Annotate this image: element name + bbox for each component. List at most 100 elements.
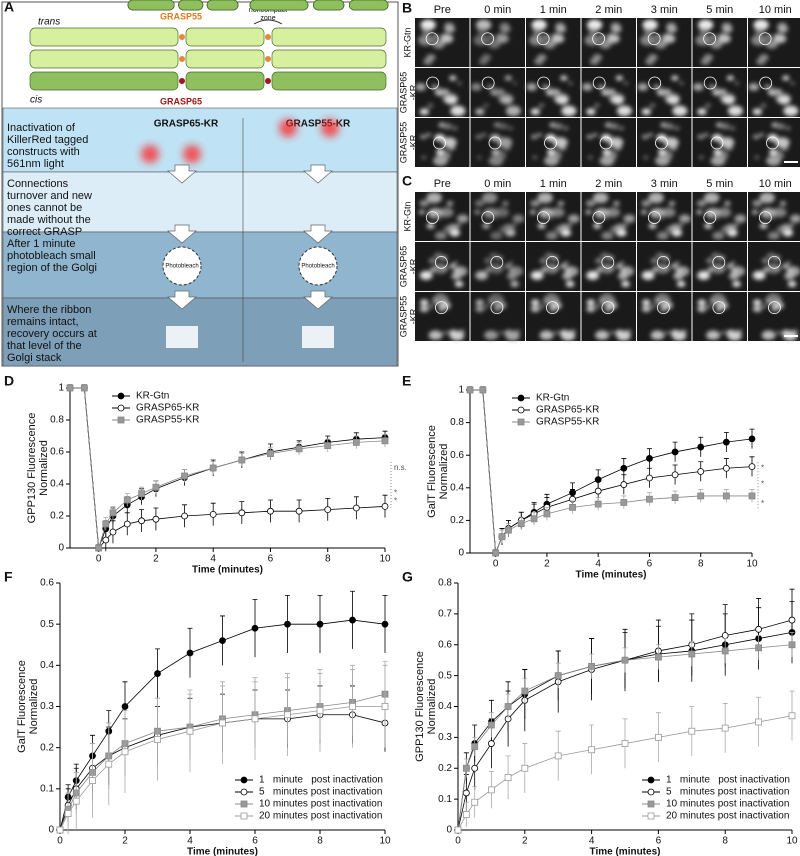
golgi-blob <box>593 223 601 229</box>
bleach-roi <box>537 76 551 90</box>
golgi-blob <box>641 134 649 140</box>
series-line <box>70 387 386 549</box>
row-label-text: GRASP55 <box>398 122 408 164</box>
bleach-roi <box>657 301 670 315</box>
y-tick-label: 0.8 <box>50 415 64 426</box>
marker <box>655 733 662 741</box>
cell-signal <box>584 19 622 65</box>
marker <box>381 502 389 510</box>
step-text: constructs with <box>7 146 80 158</box>
golgi-blob <box>581 83 593 91</box>
golgi-blob <box>697 19 714 31</box>
bleach-roi <box>655 136 668 150</box>
golgi-blob <box>484 330 498 341</box>
y-tick-label: 0.2 <box>50 511 64 522</box>
step-text: recovery occurs at <box>7 328 97 340</box>
golgi-blob <box>537 192 553 204</box>
tether <box>265 34 271 40</box>
y-tick-label: 0.6 <box>450 450 464 461</box>
golgi-blob <box>428 304 434 309</box>
bleach-zone <box>298 246 338 286</box>
golgi-blob <box>586 108 596 116</box>
bleach-roi <box>712 301 726 315</box>
marker <box>646 495 653 503</box>
golgi-blob <box>592 54 603 61</box>
marker <box>755 625 762 633</box>
marker <box>688 650 696 658</box>
y-tick-label: 0.2 <box>40 742 54 753</box>
cisterna <box>271 71 387 91</box>
legend-marker <box>117 392 125 400</box>
golgi-blob <box>537 133 542 137</box>
golgi-blob <box>665 123 675 130</box>
row-label: KR-Gtn <box>402 27 412 57</box>
golgi-blob <box>752 299 762 306</box>
golgi-blob <box>722 96 735 105</box>
golgi-blob <box>648 192 664 204</box>
step-text: region of the Golgi <box>7 262 97 274</box>
legend-marker <box>240 812 248 820</box>
golgi-blob <box>665 331 670 335</box>
golgi-blob <box>603 87 611 93</box>
killerred-glow <box>321 119 339 137</box>
golgi-blob <box>498 331 503 335</box>
flow-arrow <box>167 290 197 310</box>
golgi-blob <box>759 54 769 61</box>
golgi-blob <box>567 223 573 227</box>
y-tick-label: 0.6 <box>50 447 64 458</box>
golgi-blob <box>641 108 652 116</box>
y-tick-label: 0.6 <box>40 578 54 589</box>
bleach-roi <box>767 255 781 269</box>
x-tick-label: 2 <box>544 559 550 570</box>
cell-signal <box>474 192 525 240</box>
golgi-blob <box>753 271 765 280</box>
label-cis: cis <box>30 95 42 106</box>
golgi-blob <box>783 105 799 117</box>
bleach-roi <box>703 32 717 46</box>
flow-arrow <box>303 224 333 244</box>
recovery-gap <box>166 326 198 348</box>
golgi-blob <box>445 96 458 105</box>
golgi-blob <box>678 214 691 223</box>
golgi-blob <box>585 209 592 215</box>
x-tick-label: 4 <box>595 559 601 570</box>
golgi-blob <box>655 155 670 166</box>
golgi-blob <box>726 75 734 81</box>
golgi-blob <box>611 96 624 105</box>
cisterna <box>271 27 387 47</box>
bleach-roi <box>592 32 606 46</box>
marker <box>102 536 110 544</box>
golgi-blob <box>538 103 545 108</box>
bleach-roi <box>599 136 613 150</box>
legend-label: 10 minutes post inactivation <box>666 799 789 810</box>
golgi-blob <box>707 267 713 272</box>
golgi-blob <box>734 214 747 223</box>
golgi-blob <box>734 223 739 227</box>
golgi-blob <box>767 293 780 302</box>
marker <box>466 386 474 394</box>
marker <box>102 520 110 528</box>
golgi-blob <box>710 155 726 166</box>
y-axis-label-line: Normalized <box>28 679 40 735</box>
golgi-blob <box>428 257 437 264</box>
golgi-blob <box>648 223 657 229</box>
golgi-blob <box>781 224 792 232</box>
golgi-blob <box>648 133 653 137</box>
marker <box>454 826 462 834</box>
golgi-blob <box>717 207 732 218</box>
golgi-blob <box>641 199 652 207</box>
golgi-blob <box>704 223 712 229</box>
cell-signal <box>585 192 636 240</box>
golgi-blob <box>451 272 462 280</box>
row-label-text: -KR <box>408 308 418 324</box>
golgi-blob <box>531 19 547 31</box>
cell-signal <box>641 293 688 341</box>
golgi-blob <box>475 19 492 31</box>
golgi-blob <box>610 25 622 33</box>
golgi-blob <box>696 199 707 207</box>
marker <box>671 471 679 479</box>
marker <box>671 494 679 501</box>
golgi-blob <box>728 272 740 280</box>
golgi-blob <box>613 201 620 206</box>
bleach-roi <box>758 32 772 46</box>
